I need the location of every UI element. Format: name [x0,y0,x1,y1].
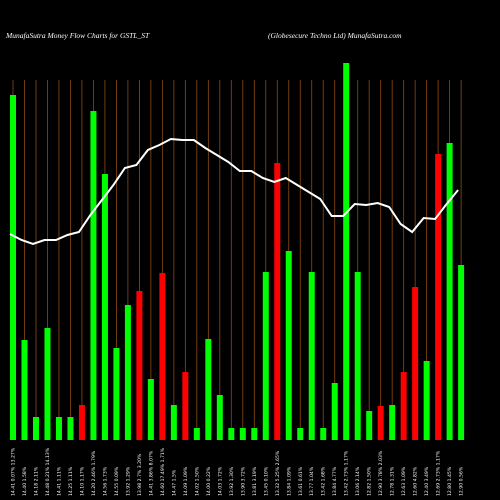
x-tick-label: 14.55 0.09% [114,466,120,496]
bar [90,111,97,440]
x-tick-label: 14.03 1.72% [217,466,223,496]
bar [435,154,442,440]
bar [216,395,223,440]
bar [193,428,200,440]
x-tick-label: 13.84 4.77% [332,466,338,496]
price-line [9,137,459,246]
bar [147,379,154,440]
chart-title: MunafaSutra Money Flow Charts for GSTL_S… [5,31,150,40]
bar [136,291,143,440]
bar [400,372,407,440]
bar [170,405,177,440]
bar [239,428,246,440]
bar [228,428,235,440]
bar [78,405,85,440]
bar [182,372,189,440]
bar [308,272,315,440]
x-tick-label: 13.84 1.09% [286,466,292,496]
x-tick-label: 13.32 5.25% 2.65% [275,450,281,496]
x-tick-label: 13.45 0.10% [263,466,269,496]
bar [55,417,62,440]
bar [159,273,166,440]
bar [389,405,396,440]
x-tick-label: 14.20 2.46% 1.79% [91,450,97,496]
bar [377,406,384,440]
bar [21,340,28,440]
bar [113,348,120,440]
bar [32,417,39,440]
x-tick-label: 12.63 1.09% [401,466,407,496]
x-tick-label: 13.42 2.73% 1.17% [344,450,350,496]
x-tick-label: 12.60 4.82% [413,466,419,496]
bar [205,339,212,440]
x-tick-label: 13.98 2.7% 3.20% [137,453,143,496]
bar [423,361,430,440]
x-tick-label: 13.92 1.30% [229,466,235,496]
x-tick-label: 14.25 1.11% [68,466,74,496]
x-tick-label: 14.41 3.86% 8.07% [148,450,154,496]
bar [458,265,465,440]
x-tick-label: 14.48 0.21% 14.13% [45,447,51,496]
x-tick-label: 12.82 1.50% [367,466,373,496]
bar [412,287,419,440]
x-tick-label: 14.41 1.11% [56,466,62,496]
x-tick-label: 13.06 2.14% [355,466,361,496]
bar [251,428,258,440]
bar [354,272,361,440]
x-tick-label: 13.61 0.61% [298,466,304,496]
bar [274,163,281,440]
bar [343,63,350,440]
x-tick-label: 14.60 17.49% 1.71% [160,447,166,496]
bar [262,272,269,440]
x-tick-label: 14.02 1.50% [194,466,200,496]
bar [366,411,373,440]
x-tick-label: 14.47 1.5% [171,469,177,496]
bar [101,174,108,440]
x-tick-label: 12.90 0.56% [459,466,465,496]
bar [331,383,338,440]
x-tick-label: 13.92 1.29% [125,466,131,496]
bar [446,143,453,440]
x-tick-label: 14.40 1.58% [22,466,28,496]
x-tick-label: 14.00 0.22% [206,466,212,496]
x-tick-label: 12.40 3.49% [424,466,430,496]
bar [124,305,131,440]
x-tick-label: 14.18 2.11% [33,466,39,496]
bar [285,251,292,440]
x-tick-label: 13.42 1.68% [321,466,327,496]
bar [44,328,51,440]
bar [297,428,304,440]
chart-subtitle: (Globesecure Techno Ltd) MunafaSutra.com [268,31,402,40]
x-tick-label: 12.90 3.78% 2.03% [378,450,384,496]
x-tick-label: 12.69 2.73% 1.17% [436,450,442,496]
x-tick-label: 13.77 1.04% [309,466,315,496]
x-tick-label: 14.41 0.07% 13.27% [11,447,17,496]
bar [320,428,327,440]
x-tick-label: 14.10 1.17% [79,466,85,496]
x-tick-label: 13.81 3.19% [252,466,258,496]
bar [10,95,16,440]
x-tick-label: 13.90 3.72% [240,466,246,496]
x-tick-label: 12.80 1.45% [447,466,453,496]
x-tick-label: 12.78 1.31% [390,466,396,496]
x-tick-label: 14.09 1.09% [183,466,189,496]
bar [67,417,74,440]
x-tick-label: 14.56 1.73% [102,466,108,496]
